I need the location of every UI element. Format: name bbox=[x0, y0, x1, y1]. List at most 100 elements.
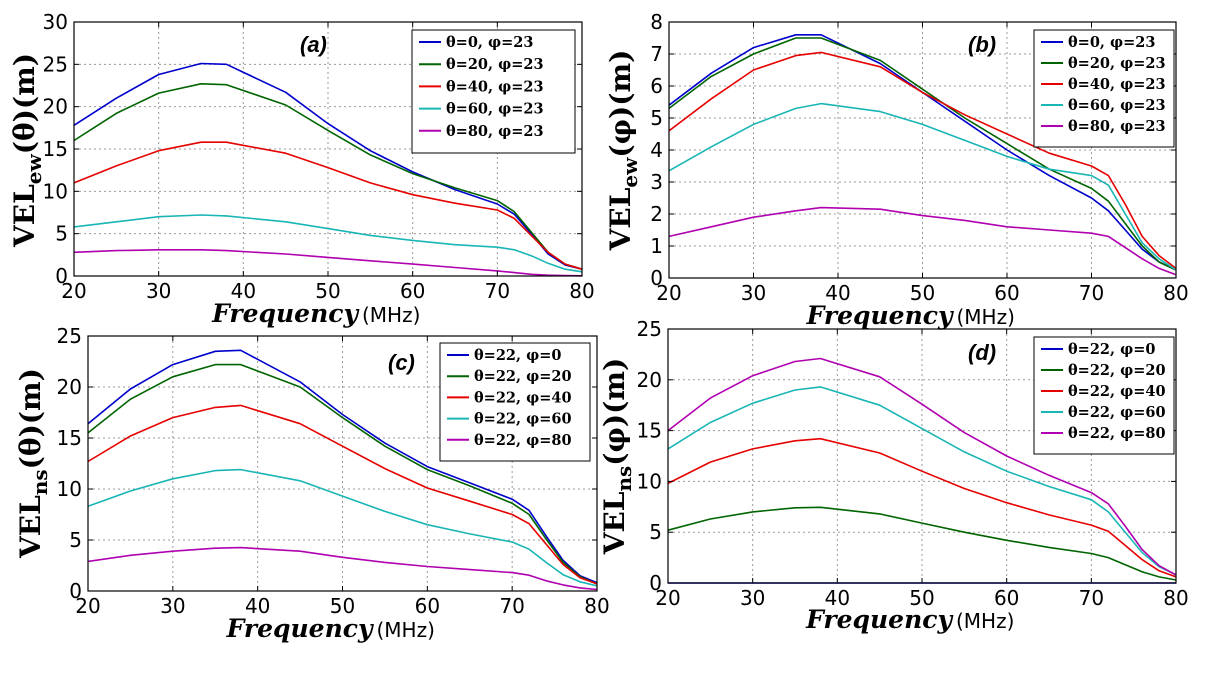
y-tick-label: 1 bbox=[650, 234, 663, 258]
legend-box bbox=[411, 29, 576, 154]
chart-panel-1: 20 30 40 50 60 70 80 0 5 10 15 20 25 30 Frequency (MHz)… bbox=[8, 10, 595, 328]
y-tick-label: 7 bbox=[650, 42, 663, 66]
series-line-4 bbox=[668, 102, 1177, 271]
legend-box bbox=[1033, 336, 1175, 455]
x-axis-unit: (MHz) bbox=[362, 303, 420, 327]
y-tick-label: 10 bbox=[57, 477, 82, 501]
y-tick-label: 10 bbox=[43, 179, 68, 203]
y-tick-label: 5 bbox=[649, 520, 662, 544]
legend-label-1: θ=22, φ=0 bbox=[1068, 341, 1155, 358]
legend-label-4: θ=22, φ=60 bbox=[474, 411, 572, 428]
legend: θ=0, φ=23 θ=20, φ=23 θ=40, φ=23 θ=60, φ=23 θ… bbox=[1033, 29, 1175, 148]
x-tick-label: 20 bbox=[61, 279, 86, 303]
legend-label-2: θ=20, φ=23 bbox=[1068, 55, 1166, 72]
series-line-4 bbox=[73, 214, 583, 273]
series-line-5 bbox=[668, 206, 1177, 276]
x-axis-label: Frequency bbox=[805, 605, 953, 634]
series-line-3 bbox=[668, 51, 1177, 270]
y-tick-label: 25 bbox=[637, 317, 662, 341]
x-tick-label: 80 bbox=[584, 594, 609, 618]
series-line-4 bbox=[87, 468, 598, 587]
y-label-subscript: ns bbox=[612, 466, 636, 492]
series-line-1 bbox=[668, 33, 1177, 271]
x-tick-label: 80 bbox=[1163, 281, 1188, 305]
x-tick-label: 30 bbox=[740, 586, 765, 610]
y-tick-label: 25 bbox=[43, 52, 68, 76]
series-line-3 bbox=[87, 404, 598, 585]
y-tick-label: 20 bbox=[637, 368, 662, 392]
x-tick-label: 20 bbox=[655, 586, 680, 610]
series-line-2 bbox=[667, 506, 1177, 581]
y-tick-label: 0 bbox=[69, 579, 82, 603]
chart-panel-2: 20 30 40 50 60 70 80 0 1 2 3 4 5 6 7 8 Frequency (MHz) VEL… bbox=[604, 10, 1189, 330]
x-axis-unit: (MHz) bbox=[956, 609, 1014, 633]
legend-label-3: θ=40, φ=23 bbox=[446, 78, 544, 95]
y-tick-label: 20 bbox=[43, 95, 68, 119]
y-label-main: VEL bbox=[598, 491, 631, 555]
y-label-subscript: ns bbox=[28, 469, 52, 495]
y-label-main: VEL bbox=[8, 184, 41, 248]
legend-box bbox=[1033, 29, 1175, 148]
x-tick-label: 20 bbox=[656, 281, 681, 305]
series-line-5 bbox=[667, 357, 1177, 576]
x-tick-label: 70 bbox=[1079, 281, 1104, 305]
legend-label-5: θ=80, φ=23 bbox=[446, 123, 544, 140]
x-tick-label: 40 bbox=[825, 281, 850, 305]
x-tick-label: 60 bbox=[994, 281, 1019, 305]
x-tick-label: 80 bbox=[1163, 586, 1188, 610]
y-tick-label: 5 bbox=[650, 106, 663, 130]
panel-label: (d) bbox=[968, 340, 996, 365]
y-tick-label: 10 bbox=[637, 469, 662, 493]
legend-label-5: θ=80, φ=23 bbox=[1068, 118, 1166, 135]
y-tick-label: 5 bbox=[69, 528, 82, 552]
x-axis-unit: (MHz) bbox=[957, 305, 1015, 329]
y-label-subscript: ew bbox=[618, 157, 642, 188]
legend-label-5: θ=22, φ=80 bbox=[1068, 425, 1166, 442]
y-tick-label: 8 bbox=[650, 10, 663, 34]
y-tick-label: 25 bbox=[57, 324, 82, 348]
legend: θ=0, φ=23 θ=20, φ=23 θ=40, φ=23 θ=60, φ=23 θ… bbox=[411, 29, 576, 154]
x-axis-label: Frequency bbox=[211, 299, 359, 328]
legend-label-2: θ=22, φ=20 bbox=[474, 368, 572, 385]
y-axis-label: VELns(φ)(m) bbox=[598, 358, 636, 556]
legend-label-2: θ=20, φ=23 bbox=[446, 56, 544, 73]
legend-label-4: θ=60, φ=23 bbox=[446, 101, 544, 118]
series-line-5 bbox=[73, 249, 583, 277]
legend-box bbox=[439, 342, 591, 462]
y-tick-label: 4 bbox=[650, 138, 663, 162]
series-line-1 bbox=[87, 349, 598, 584]
x-tick-label: 80 bbox=[569, 279, 594, 303]
legend-label-5: θ=22, φ=80 bbox=[474, 432, 572, 449]
y-axis-label: VELew(θ)(m) bbox=[8, 53, 46, 248]
y-tick-label: 0 bbox=[55, 264, 68, 288]
y-tick-label: 0 bbox=[650, 266, 663, 290]
y-tick-label: 30 bbox=[43, 10, 68, 34]
x-axis-unit: (MHz) bbox=[377, 618, 435, 642]
x-tick-label: 50 bbox=[909, 586, 934, 610]
y-label-subscript: ew bbox=[22, 154, 46, 185]
series-line-2 bbox=[87, 363, 598, 585]
y-label-main: VEL bbox=[14, 495, 47, 559]
y-tick-label: 6 bbox=[650, 74, 663, 98]
legend-label-1: θ=0, φ=23 bbox=[1068, 34, 1155, 51]
x-tick-label: 50 bbox=[315, 279, 340, 303]
legend: θ=22, φ=0 θ=22, φ=20 θ=22, φ=40 θ=22, φ=60 θ… bbox=[1033, 336, 1175, 455]
panel-label: (c) bbox=[388, 350, 415, 375]
y-label-argument: (φ)(m) bbox=[598, 358, 631, 466]
series-line-2 bbox=[73, 83, 583, 270]
y-label-argument: (φ)(m) bbox=[604, 50, 637, 158]
y-axis-label: VELew(φ)(m) bbox=[604, 50, 642, 252]
x-tick-label: 70 bbox=[485, 279, 510, 303]
series-line-3 bbox=[667, 437, 1177, 578]
series-line-3 bbox=[73, 141, 583, 270]
y-tick-label: 2 bbox=[650, 202, 663, 226]
x-tick-label: 40 bbox=[245, 594, 270, 618]
panel-label: (b) bbox=[968, 32, 996, 57]
x-tick-label: 30 bbox=[741, 281, 766, 305]
x-tick-label: 60 bbox=[415, 594, 440, 618]
x-tick-label: 30 bbox=[146, 279, 171, 303]
legend-label-4: θ=60, φ=23 bbox=[1068, 97, 1166, 114]
series-line-5 bbox=[87, 546, 598, 591]
legend-label-3: θ=40, φ=23 bbox=[1068, 76, 1166, 93]
y-axis-label: VELns(θ)(m) bbox=[14, 368, 52, 559]
